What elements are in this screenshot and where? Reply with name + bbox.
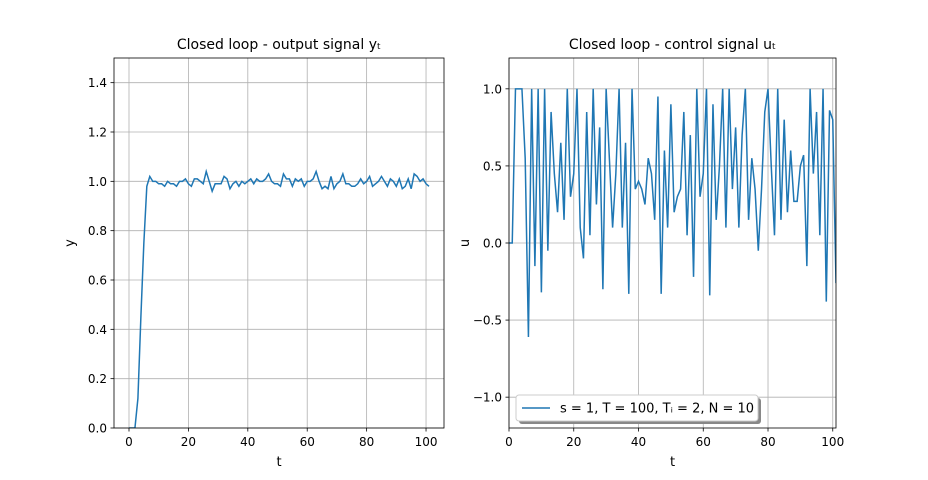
y-tick-label: −1.0	[473, 391, 502, 405]
x-tick-label: 40	[240, 435, 255, 449]
y-tick-label: 0.0	[483, 237, 502, 251]
x-tick-label: 20	[181, 435, 196, 449]
y-tick-label: 1.2	[88, 126, 107, 140]
y-tick-label: 1.0	[483, 82, 502, 96]
y-tick-label: 0.2	[88, 372, 107, 386]
y-tick-label: 1.4	[88, 76, 107, 90]
x-axis-label: t	[670, 455, 675, 470]
subplot: 0.0 0.2 0.4 0.6 0.8 1.0 1.2 1.4 0 20 40 60 80 100 Clos…	[63, 37, 445, 470]
x-axis-label: t	[276, 455, 281, 470]
chart-title: Closed loop - output signal yₜ	[177, 37, 381, 53]
x-tick-label: 80	[359, 435, 374, 449]
y-axis-label: y	[63, 239, 78, 247]
subplot: −1.0 −0.5 0.0 0.5 1.0 0 20 40 60 80 100 Closed loop…	[458, 37, 844, 470]
x-tick-label: 100	[415, 435, 438, 449]
x-tick-label: 80	[760, 435, 775, 449]
y-tick-label: 0.4	[88, 323, 107, 337]
x-tick-label: 0	[505, 435, 513, 449]
legend-box	[515, 394, 759, 422]
axes-frame	[508, 57, 837, 429]
y-tick-label: 0.8	[88, 224, 107, 238]
x-tick-label: 60	[696, 435, 711, 449]
y-tick-label: 0.6	[88, 274, 107, 288]
x-tick-label: 60	[300, 435, 315, 449]
y-axis-label: u	[458, 239, 473, 247]
y-tick-label: −0.5	[473, 314, 502, 328]
y-tick-label: 0.0	[88, 422, 107, 436]
x-tick-label: 100	[821, 435, 844, 449]
chart-title: Closed loop - control signal uₜ	[569, 37, 776, 53]
y-tick-label: 1.0	[88, 175, 107, 189]
axes-frame	[113, 57, 445, 429]
legend-label: s = 1, T = 100, Tᵢ = 2, N = 10	[560, 402, 754, 417]
series-line	[129, 168, 430, 428]
x-tick-label: 20	[566, 435, 581, 449]
series-line	[509, 88, 836, 338]
y-tick-label: 0.5	[483, 159, 502, 173]
x-tick-label: 0	[125, 435, 133, 449]
x-tick-label: 40	[631, 435, 646, 449]
